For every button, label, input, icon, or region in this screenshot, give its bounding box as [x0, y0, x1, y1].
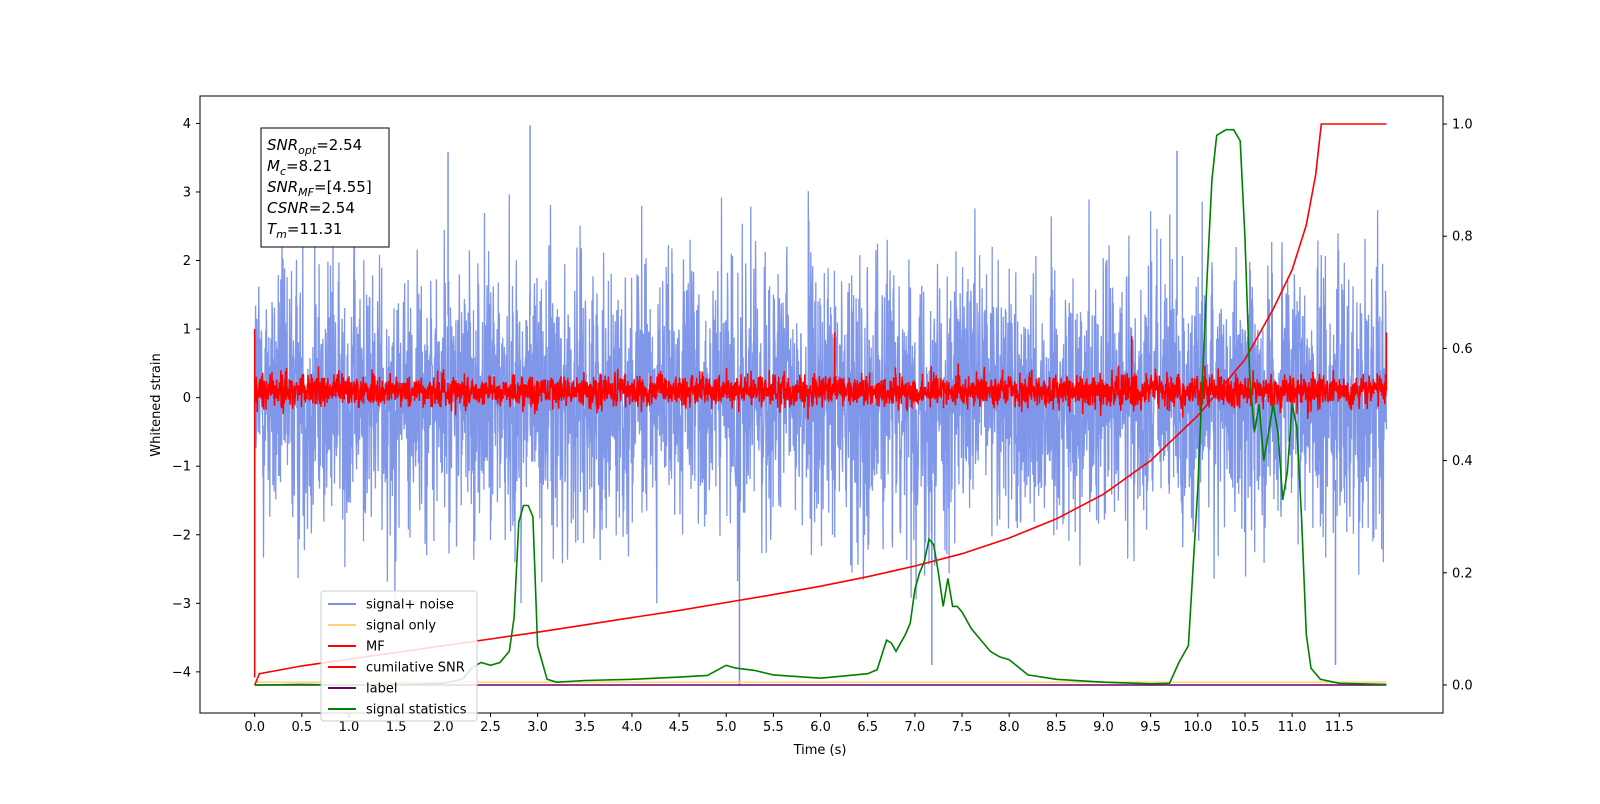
y-axis-right: 0.0 0.2 0.4 0.6 0.8 1.0 [1443, 118, 1473, 693]
x-tick-label: 9.5 [1140, 720, 1161, 735]
y-axis-label: Whitened strain [149, 353, 164, 456]
axes-frame [199, 95, 1444, 714]
y-tick-label: 4 [183, 117, 191, 132]
y-tick-label: −3 [172, 597, 191, 612]
y-tick-label: 0 [183, 391, 191, 406]
y-tick-label: −1 [172, 460, 191, 475]
info-line: SNRMF=[4.55] [267, 178, 372, 199]
y-tick-label: −2 [172, 528, 191, 543]
x-tick-label: 11.0 [1278, 720, 1307, 735]
x-tick-label: 6.5 [857, 720, 878, 735]
x-tick-label: 1.0 [339, 720, 360, 735]
legend-label: signal+ noise [366, 598, 454, 613]
x-tick-label: 0.0 [244, 720, 265, 735]
x-tick-label: 0.5 [292, 720, 313, 735]
x-tick-label: 8.0 [999, 720, 1020, 735]
x-tick-label: 4.0 [622, 720, 643, 735]
series-signal-statistics-line [254, 128, 1387, 686]
series-mf-line [253, 363, 1388, 420]
info-line: SNRopt=2.54 [267, 136, 362, 157]
x-tick-label: 5.5 [763, 720, 784, 735]
y-tick-label: 2 [183, 254, 191, 269]
info-line: Tm=11.31 [267, 220, 342, 241]
y-tick-label: −4 [172, 665, 191, 680]
legend-label: cumilative SNR [366, 661, 465, 676]
info-line: Mc=8.21 [267, 157, 332, 178]
x-tick-label: 3.5 [574, 720, 595, 735]
x-tick-label: 1.5 [386, 720, 407, 735]
x-tick-label: 6.0 [810, 720, 831, 735]
y2-tick-label: 0.6 [1452, 342, 1473, 357]
x-tick-label: 10.0 [1183, 720, 1212, 735]
x-tick-label: 9.0 [1093, 720, 1114, 735]
series-signal-noise-line [254, 191, 1388, 604]
x-tick-label: 10.5 [1230, 720, 1259, 735]
info-line: CSNR=2.54 [267, 199, 355, 217]
x-tick-label: 2.5 [480, 720, 501, 735]
y2-tick-label: 0.0 [1452, 678, 1473, 693]
x-axis-label: Time (s) [793, 743, 847, 758]
legend-frame [320, 590, 478, 722]
legend-label: signal only [366, 619, 436, 634]
y-tick-label: 3 [183, 185, 191, 200]
x-tick-label: 7.0 [905, 720, 926, 735]
legend-label: label [366, 682, 397, 697]
y-axis-left: −4 −3 −2 −1 0 1 2 3 4 [172, 117, 200, 680]
legend: signal+ noise signal only MF cumilative SNR… [320, 590, 478, 722]
x-tick-label: 3.0 [527, 720, 548, 735]
x-tick-label: 7.5 [952, 720, 973, 735]
legend-label: MF [366, 640, 385, 655]
y2-tick-label: 0.4 [1452, 454, 1473, 469]
info-box-frame [260, 127, 390, 248]
x-tick-label: 2.0 [433, 720, 454, 735]
x-tick-label: 8.5 [1046, 720, 1067, 735]
y-tick-label: 1 [183, 323, 191, 338]
x-tick-label: 11.5 [1325, 720, 1354, 735]
y2-tick-label: 0.8 [1452, 230, 1473, 245]
y2-tick-label: 1.0 [1452, 118, 1473, 133]
y2-tick-label: 0.2 [1452, 566, 1473, 581]
x-axis: 0.0 0.5 1.0 1.5 2.0 2.5 3.0 3.5 4.0 4.5 5.0 5.5 6.0 6… [244, 713, 1354, 735]
legend-label: signal statistics [366, 703, 467, 718]
x-tick-label: 4.5 [669, 720, 690, 735]
x-tick-label: 5.0 [716, 720, 737, 735]
